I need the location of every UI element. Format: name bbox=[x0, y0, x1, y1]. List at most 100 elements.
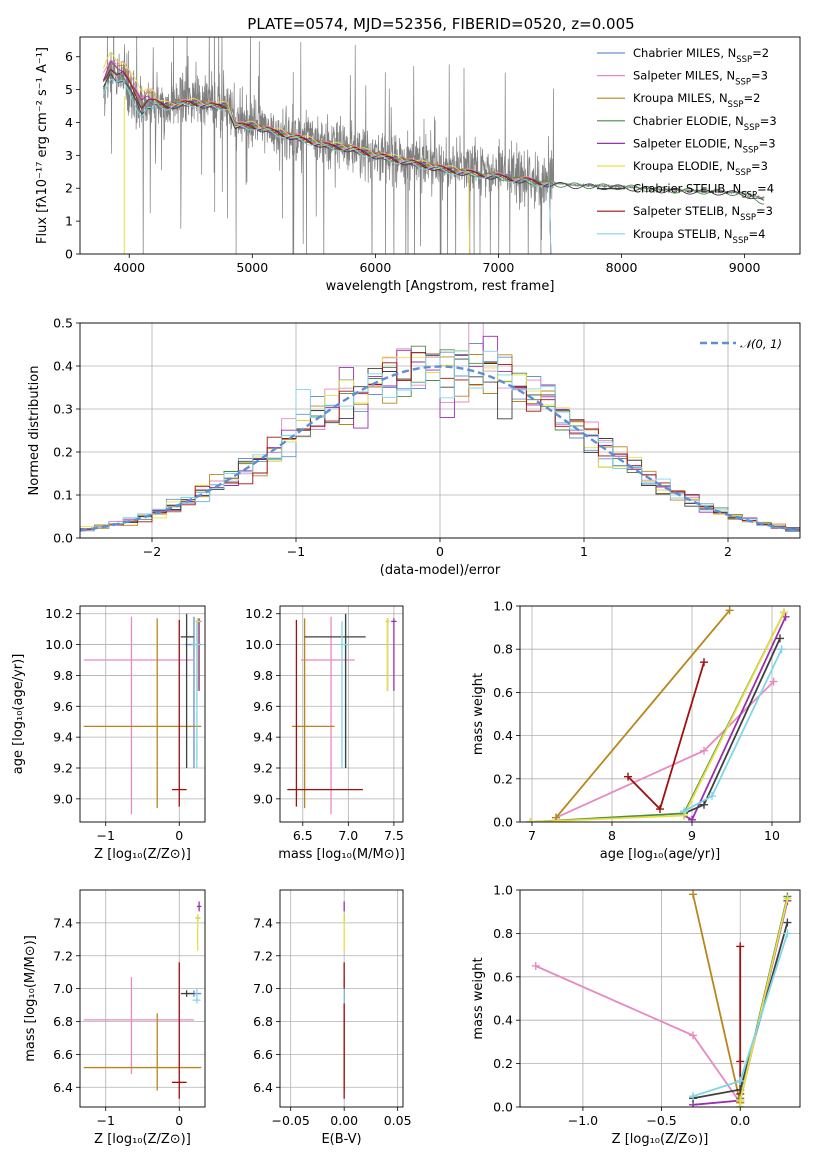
mass-weight-series bbox=[739, 898, 789, 1107]
age_vs_mass-xtick-label: 6.5 bbox=[293, 828, 313, 843]
mass-weight-point bbox=[526, 818, 535, 822]
mass-weight-point bbox=[680, 807, 688, 816]
model-spectrum-line bbox=[103, 78, 552, 254]
mass-weight-point bbox=[776, 634, 784, 643]
weight_vs_age-ytick-label: 0.8 bbox=[493, 642, 513, 657]
age_vs_mass-ytick-label: 9.0 bbox=[253, 791, 273, 806]
age_vs_Z-plot-area bbox=[83, 613, 202, 815]
legend-entry: Chabrier ELODIE, NSSP=3 bbox=[633, 114, 777, 133]
spectrum-xtick-label: 4000 bbox=[113, 260, 145, 275]
mass_vs_Z-ytick-label: 6.4 bbox=[53, 1080, 73, 1095]
mass-vs-ebv-panel: −0.05 0.00 0.05 6.4 6.6 6.8 7.0 7.2 7.4 E(B-V) bbox=[253, 889, 412, 1147]
histogram-legend: 𝒩(0, 1) bbox=[700, 337, 782, 351]
mass-weight-point bbox=[531, 961, 540, 970]
residual_hist-xtick-label: −1 bbox=[287, 544, 305, 559]
weight_vs_age-frame bbox=[519, 605, 801, 823]
mass_vs_Z-ytick-label: 7.4 bbox=[53, 915, 73, 930]
mass-weight-point bbox=[700, 658, 708, 667]
weight_vs_Z-ylabel: mass weight bbox=[471, 957, 486, 1039]
age_vs_mass-ytick-label: 10.0 bbox=[245, 637, 273, 652]
mass-weight-point bbox=[700, 746, 708, 755]
mass-weight-point bbox=[688, 815, 696, 822]
residual_hist-ytick-label: 0.0 bbox=[53, 531, 73, 546]
figure-title: PLATE=0574, MJD=52356, FIBERID=0520, z=0… bbox=[247, 15, 634, 33]
weight_vs_age-xtick-label: 9 bbox=[688, 828, 696, 843]
spectrum-xtick-label: 6000 bbox=[359, 260, 391, 275]
model-spectrum-line bbox=[102, 73, 765, 201]
spectrum-ytick-label: 6 bbox=[65, 49, 73, 64]
mass_vs_ebv-ytick-label: 6.8 bbox=[253, 1014, 273, 1029]
age_vs_Z-ytick-label: 9.2 bbox=[53, 761, 73, 776]
weight_vs_Z-ytick-label: 0.2 bbox=[493, 1056, 513, 1071]
mass-weight-point bbox=[780, 608, 788, 617]
age_vs_mass-ytick-label: 9.2 bbox=[253, 761, 273, 776]
legend-entry: 𝒩(0, 1) bbox=[740, 337, 782, 351]
mass_vs_ebv-xlabel: E(B-V) bbox=[321, 1132, 361, 1147]
weight_vs_age-xtick-label: 7 bbox=[528, 828, 536, 843]
mass-weight-point bbox=[689, 1092, 698, 1101]
residual_hist-ytick-label: 0.3 bbox=[53, 402, 73, 417]
legend-entry: Kroupa ELODIE, NSSP=3 bbox=[633, 159, 768, 178]
weight_vs_Z-ytick-label: 0.8 bbox=[493, 926, 513, 941]
spectrum-xlabel: wavelength [Angstrom, rest frame] bbox=[326, 279, 555, 294]
mass-weight-point bbox=[624, 772, 632, 781]
age_vs_Z-ytick-label: 9.4 bbox=[53, 730, 73, 745]
age_vs_Z-ytick-label: 9.0 bbox=[53, 791, 73, 806]
legend-entry: Salpeter ELODIE, NSSP=3 bbox=[633, 136, 776, 155]
mass_vs_ebv-xtick-label: 0.00 bbox=[330, 1113, 358, 1128]
weight_vs_Z-ytick-label: 0.6 bbox=[493, 969, 513, 984]
legend-entry: Salpeter MILES, NSSP=3 bbox=[633, 69, 768, 88]
mass-weight-point bbox=[783, 894, 792, 903]
legend-entry: Salpeter STELIB, NSSP=3 bbox=[633, 204, 773, 223]
weight_vs_age-ytick-label: 1.0 bbox=[493, 599, 513, 614]
spectrum-xtick-label: 5000 bbox=[236, 260, 268, 275]
spectrum-panel: 4000 5000 6000 7000 8000 9000 0 1 2 3 4 5 6 wavelengt… bbox=[35, 36, 801, 294]
weight_vs_Z-xtick-label: −0.5 bbox=[646, 1113, 676, 1128]
mass_vs_ebv-xtick-label: −0.05 bbox=[272, 1113, 310, 1128]
mass-weight-point bbox=[736, 942, 745, 951]
mass-weight-series bbox=[535, 965, 741, 1104]
mass-weight-point bbox=[725, 606, 734, 615]
spectrum-xtick-label: 7000 bbox=[483, 260, 515, 275]
legend-entry: Kroupa MILES, NSSP=2 bbox=[633, 91, 760, 110]
residual_hist-ytick-label: 0.5 bbox=[53, 316, 73, 331]
weight_vs_age-xtick-label: 10 bbox=[764, 828, 780, 843]
age_vs_mass-ytick-label: 9.6 bbox=[253, 699, 273, 714]
mass-weight-series bbox=[555, 680, 775, 819]
age_vs_mass-xtick-label: 7.0 bbox=[338, 828, 358, 843]
residual_hist-xtick-label: 2 bbox=[724, 544, 732, 559]
model-spectrum-line bbox=[103, 62, 552, 254]
spectrum-ytick-label: 4 bbox=[65, 115, 73, 130]
mass_vs_ebv-ytick-label: 7.0 bbox=[253, 981, 273, 996]
residual-histogram-series bbox=[80, 350, 800, 531]
age_vs_mass-xtick-label: 7.5 bbox=[384, 828, 404, 843]
mass-weight-series bbox=[692, 894, 742, 1103]
mass-weight-point bbox=[769, 677, 778, 686]
mass_vs_Z-xtick-label: 0 bbox=[175, 1113, 183, 1128]
mass_vs_ebv-ytick-label: 6.6 bbox=[253, 1047, 273, 1062]
mass-weight-series bbox=[530, 612, 785, 822]
model-spectrum-line bbox=[102, 60, 471, 254]
weight_vs_age-xtick-label: 8 bbox=[608, 828, 616, 843]
mass-weight-point bbox=[656, 805, 664, 814]
spectrum-ytick-label: 0 bbox=[65, 247, 73, 262]
residual_hist-frame bbox=[79, 322, 801, 539]
model-spectrum-line bbox=[103, 69, 552, 254]
mass-weight-point bbox=[777, 645, 786, 654]
mass_vs_ebv-xtick-label: 0.05 bbox=[384, 1113, 412, 1128]
weight-vs-age-panel: 7 8 9 10 0.0 0.2 0.4 0.6 0.8 1.0 age [log₁₀(age/yr… bbox=[471, 599, 801, 862]
mass_vs_ebv-ytick-label: 6.4 bbox=[253, 1080, 273, 1095]
age_vs_Z-xtick-label: 0 bbox=[175, 828, 183, 843]
residual_hist-xtick-label: 1 bbox=[580, 544, 588, 559]
age_vs_mass-ytick-label: 10.2 bbox=[245, 606, 273, 621]
mass-weight-point bbox=[783, 929, 792, 938]
residual_hist-plot-area bbox=[80, 323, 800, 532]
age_vs_mass-xlabel: mass [log₁₀(M/M⊙)] bbox=[278, 847, 405, 862]
residual-histogram-panel: −2 −1 0 1 2 0.0 0.1 0.2 0.3 0.4 0.5 (data-model)/er… bbox=[27, 316, 801, 578]
mass-weight-series bbox=[530, 612, 785, 822]
spectrum-frame bbox=[79, 36, 801, 255]
spectrum-ytick-label: 5 bbox=[65, 82, 73, 97]
weight_vs_age-ylabel: mass weight bbox=[471, 673, 486, 755]
weight_vs_Z-xtick-label: −1.0 bbox=[568, 1113, 598, 1128]
